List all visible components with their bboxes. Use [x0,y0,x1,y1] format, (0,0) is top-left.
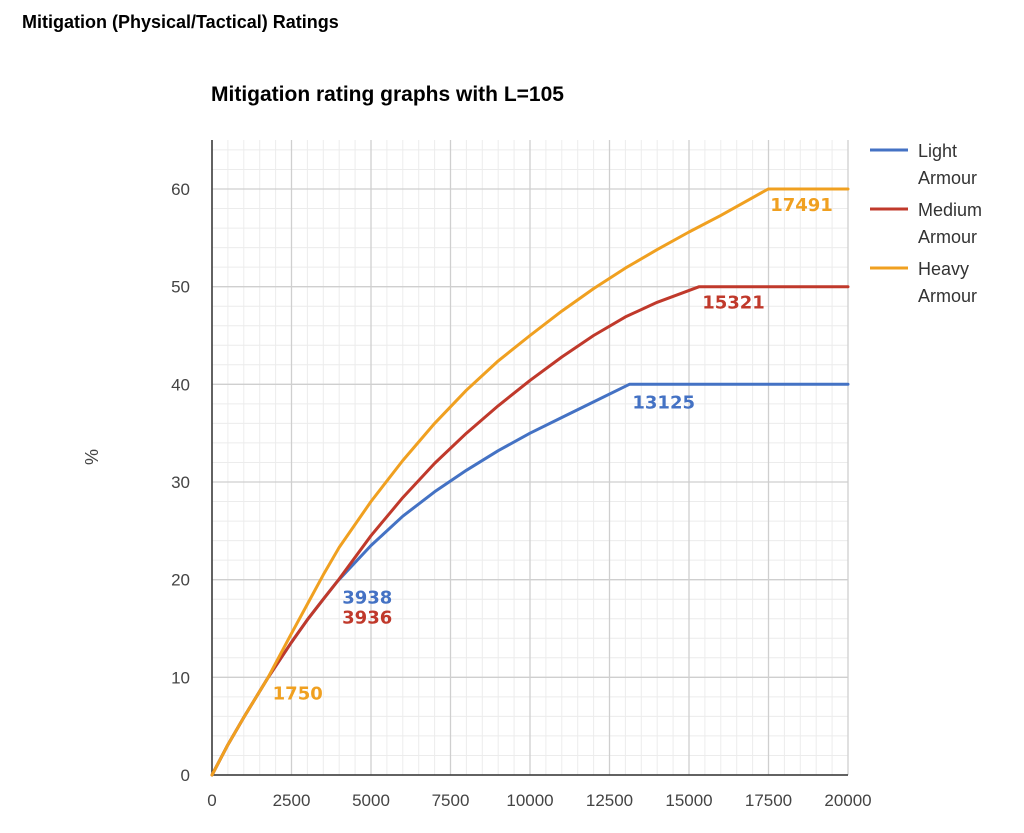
annotation-label: 1750 [273,683,323,704]
series-lines [210,187,850,777]
x-tick-label: 15000 [665,791,712,810]
legend-label-line2: Armour [918,168,977,188]
y-tick-label: 60 [171,180,190,199]
x-tick-label: 7500 [432,791,470,810]
annotation-label: 15321 [702,293,765,314]
legend-item: Heavy Armour [870,259,977,306]
x-tick-labels: 0 2500 5000 7500 10000 12500 15000 17500 20000 [207,791,871,810]
x-tick-label: 0 [207,791,216,810]
legend-label-line1: Medium [918,200,982,220]
major-grid [211,140,849,776]
y-tick-label: 20 [171,571,190,590]
x-tick-label: 20000 [824,791,871,810]
legend-label-line1: Light [918,141,957,161]
legend-label-line2: Armour [918,227,977,247]
y-tick-label: 10 [171,668,190,687]
annotation-label: 3938 [342,588,392,609]
y-tick-label: 30 [171,473,190,492]
y-tick-labels: 0 10 20 30 40 50 60 [171,180,190,785]
annotation-label: 3936 [342,608,392,629]
series-line-medium-armour [210,285,850,777]
axes [211,140,848,776]
y-axis-label: % [82,449,102,465]
y-tick-label: 50 [171,278,190,297]
legend: Light Armour Medium Armour Heavy Armour [870,141,982,306]
series-line-heavy-armour [210,187,850,777]
x-tick-label: 12500 [586,791,633,810]
annotation-label: 13125 [632,392,695,413]
y-tick-label: 40 [171,375,190,394]
legend-item: Medium Armour [870,200,982,247]
x-tick-label: 5000 [352,791,390,810]
x-tick-label: 17500 [745,791,792,810]
x-tick-label: 10000 [506,791,553,810]
y-tick-label: 0 [181,766,190,785]
legend-item: Light Armour [870,141,977,188]
x-tick-label: 2500 [273,791,311,810]
annotation-label: 17491 [770,195,833,216]
page-heading: Mitigation (Physical/Tactical) Ratings [22,12,339,32]
legend-label-line2: Armour [918,286,977,306]
chart-title: Mitigation rating graphs with L=105 [211,83,564,106]
legend-label-line1: Heavy [918,259,969,279]
